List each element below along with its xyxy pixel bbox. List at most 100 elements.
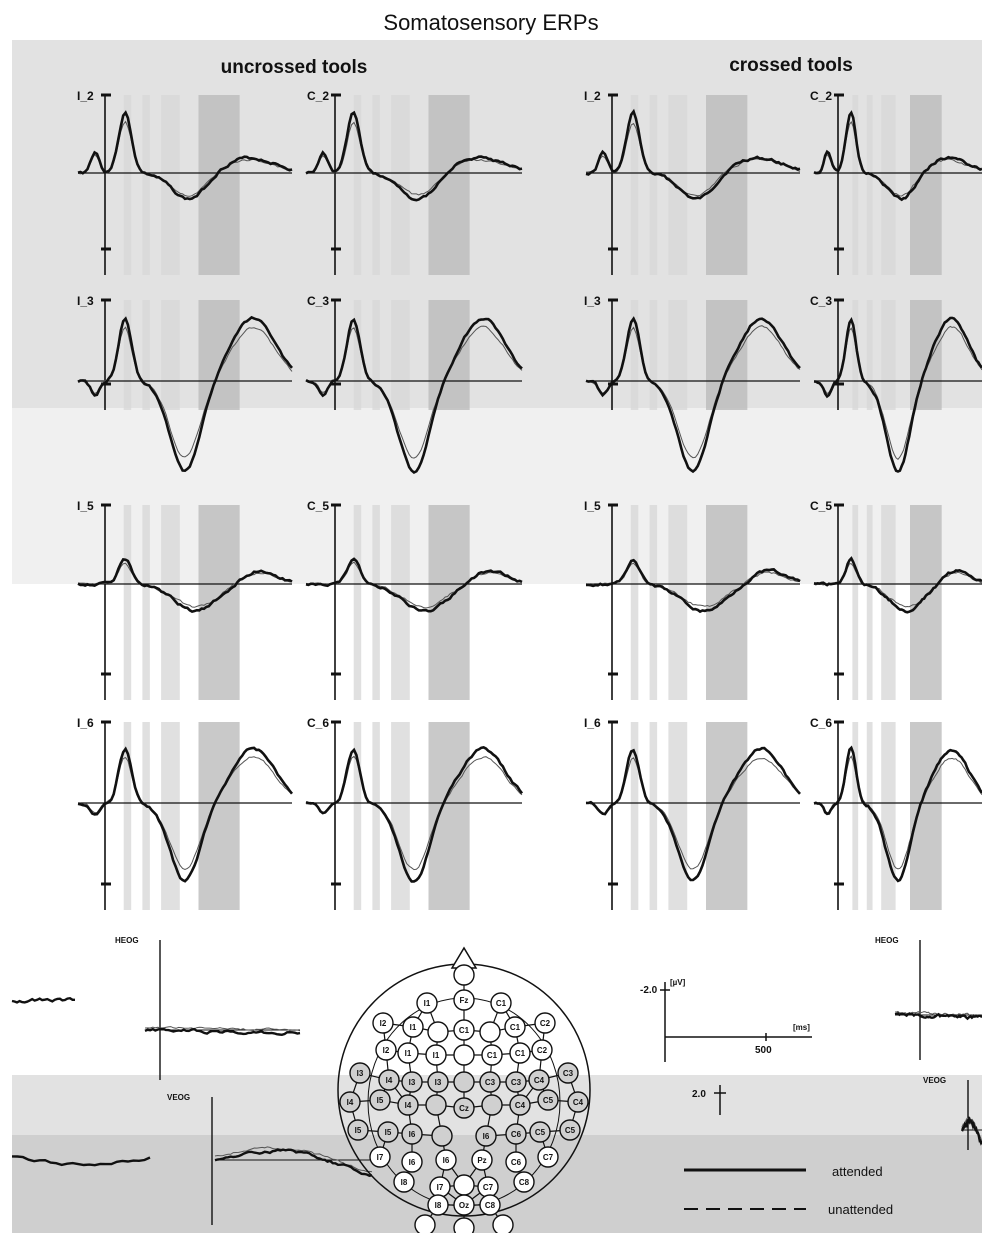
attended-trace bbox=[305, 110, 523, 202]
electrode-name: I1 bbox=[405, 1049, 412, 1058]
electrode-node bbox=[453, 1071, 475, 1093]
electrode-node: C4 bbox=[528, 1069, 550, 1091]
electrode-circle bbox=[414, 1214, 436, 1233]
erp-panel: I_6 bbox=[77, 716, 294, 910]
electrode-node bbox=[479, 1021, 501, 1043]
legend-attended-label: attended bbox=[832, 1164, 883, 1179]
electrode-circle bbox=[559, 1119, 581, 1141]
background-band bbox=[12, 736, 982, 920]
electrode-node: C1 bbox=[509, 1042, 531, 1064]
electrode-circle bbox=[453, 1097, 475, 1119]
electrode-circle bbox=[537, 1089, 559, 1111]
electrode-circle bbox=[397, 1042, 419, 1064]
latency-window bbox=[123, 300, 132, 410]
figure-title: Somatosensory ERPs bbox=[383, 10, 598, 35]
latency-window bbox=[866, 95, 873, 275]
latency-window bbox=[649, 722, 658, 910]
electrode-circle bbox=[453, 989, 475, 1011]
latency-window bbox=[198, 722, 240, 910]
electrode-circle bbox=[509, 1094, 531, 1116]
electrode-name: I5 bbox=[377, 1096, 384, 1105]
erp-panel: C_6 bbox=[305, 716, 524, 910]
electrode-node: I1 bbox=[397, 1042, 419, 1064]
erp-panel: C_6 bbox=[810, 716, 982, 910]
electrode-circle bbox=[349, 1062, 371, 1084]
erp-panel: C_5 bbox=[305, 499, 523, 700]
erp-panel: C_3 bbox=[305, 294, 523, 475]
erp-panels: I_2 C_2 I_2 C_2 I_3 C_3 I_3 C_3 I_5 C_5 I_5 C_5 I_6 C… bbox=[77, 89, 982, 910]
electrode-node: Pz bbox=[471, 1149, 493, 1171]
eog-panel: VEOG bbox=[167, 1093, 373, 1225]
electrode-circle bbox=[427, 1194, 449, 1216]
electrode-label: I_5 bbox=[584, 499, 601, 513]
electrode-name: C4 bbox=[515, 1101, 526, 1110]
eog-attended-trace bbox=[144, 1027, 301, 1037]
electrode-name: I7 bbox=[377, 1153, 384, 1162]
latency-window bbox=[881, 95, 896, 275]
electrode-circle bbox=[393, 1171, 415, 1193]
latency-window bbox=[372, 300, 380, 410]
latency-window bbox=[123, 95, 132, 275]
electrode-label: I_2 bbox=[584, 89, 601, 103]
latency-window bbox=[866, 505, 873, 700]
electrode-circle bbox=[504, 1016, 526, 1038]
electrode-name: I4 bbox=[347, 1098, 354, 1107]
electrode-name: C5 bbox=[565, 1126, 576, 1135]
eog-panel: VEOG bbox=[923, 1076, 982, 1150]
electrode-circle bbox=[369, 1089, 391, 1111]
electrode-name: C2 bbox=[537, 1046, 548, 1055]
latency-window bbox=[649, 505, 658, 700]
latency-window bbox=[198, 505, 240, 700]
latency-window bbox=[852, 95, 859, 275]
latency-window bbox=[910, 505, 942, 700]
electrode-name: C7 bbox=[483, 1183, 494, 1192]
electrode-nodes: Fz I1 C1 I2 C2 I1 C1 C1 I2 C2 I1 C1 I1 C1 I3 C3 I4 C4 I3 C3… bbox=[339, 964, 589, 1233]
latency-window bbox=[866, 300, 873, 410]
electrode-circle bbox=[531, 1039, 553, 1061]
latency-window bbox=[649, 300, 658, 410]
electrode-circle bbox=[416, 992, 438, 1014]
electrode-node: C1 bbox=[504, 1016, 526, 1038]
latency-window bbox=[198, 300, 240, 410]
attended-trace bbox=[305, 317, 523, 475]
electrode-circle bbox=[492, 1214, 514, 1233]
latency-window bbox=[372, 722, 380, 910]
latency-window bbox=[142, 300, 150, 410]
electrode-node: I1 bbox=[402, 1016, 424, 1038]
electrode-node: C5 bbox=[559, 1119, 581, 1141]
legend-unattended-label: unattended bbox=[828, 1202, 893, 1217]
latency-window bbox=[161, 300, 180, 410]
electrode-head-map: Fz I1 C1 I2 C2 I1 C1 C1 I2 C2 I1 C1 I1 C1 I3 C3 I4 C4 I3 C3… bbox=[337, 946, 591, 1233]
electrode-name: I4 bbox=[405, 1101, 412, 1110]
electrode-node: I6 bbox=[475, 1125, 497, 1147]
electrode-name: I1 bbox=[433, 1051, 440, 1060]
electrode-circle bbox=[529, 1121, 551, 1143]
electrode-node bbox=[492, 1214, 514, 1233]
electrode-node bbox=[453, 1044, 475, 1066]
erp-panel: C_2 bbox=[305, 89, 523, 275]
electrode-label: I_3 bbox=[77, 294, 94, 308]
electrode-name: Cz bbox=[459, 1104, 469, 1113]
eog-unattended-trace bbox=[144, 1026, 301, 1032]
electrode-node: C7 bbox=[477, 1176, 499, 1198]
eog-partial-trace bbox=[11, 1155, 151, 1167]
electrode-node: C6 bbox=[505, 1151, 527, 1173]
electrode-name: I4 bbox=[386, 1076, 393, 1085]
latency-window bbox=[881, 505, 896, 700]
attended-trace bbox=[813, 556, 982, 614]
erp-panel: I_2 bbox=[77, 89, 293, 275]
electrode-name: C7 bbox=[543, 1153, 554, 1162]
electrode-node: Oz bbox=[453, 1194, 475, 1216]
electrode-node: C1 bbox=[453, 1019, 475, 1041]
electrode-name: C1 bbox=[515, 1049, 526, 1058]
eog-attended-trace bbox=[214, 1148, 373, 1177]
electrode-circle bbox=[471, 1149, 493, 1171]
latency-window bbox=[852, 300, 859, 410]
latency-window bbox=[866, 722, 873, 910]
electrode-circle bbox=[505, 1123, 527, 1145]
electrode-label: I_3 bbox=[584, 294, 601, 308]
electrode-name: I7 bbox=[437, 1183, 444, 1192]
attended-trace bbox=[305, 557, 523, 613]
